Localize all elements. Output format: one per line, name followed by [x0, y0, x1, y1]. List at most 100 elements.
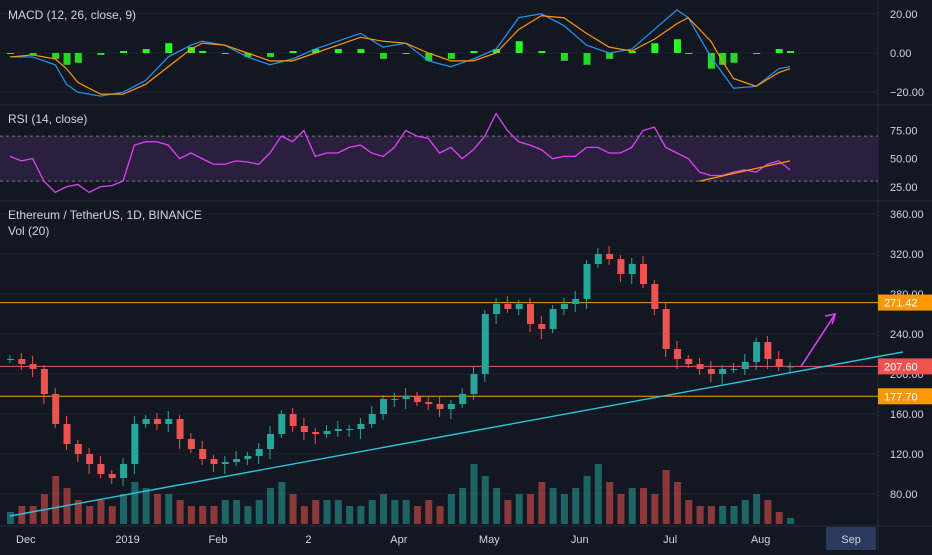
candle [560, 304, 568, 309]
time-tick-label: May [479, 534, 500, 546]
macd-histogram-bar [447, 53, 455, 59]
volume-bar [187, 506, 195, 524]
candle [289, 414, 297, 426]
candle [380, 399, 388, 414]
volume-bar [640, 488, 648, 524]
volume-bar [255, 500, 263, 524]
time-axis-highlight [826, 527, 877, 550]
volume-bar [753, 494, 761, 524]
time-tick-label: Dec [16, 534, 36, 546]
volume-bar [29, 506, 37, 524]
price-tick-label: 120.00 [890, 449, 924, 461]
volume-bar [120, 494, 128, 524]
candle [199, 449, 207, 459]
candle [527, 304, 534, 324]
volume-bar [74, 500, 82, 524]
volume-bar [459, 488, 467, 524]
candle [651, 284, 659, 309]
volume-bar [436, 506, 444, 524]
candle [255, 449, 263, 456]
time-tick-label: Feb [209, 534, 228, 546]
macd-histogram-bar [289, 51, 297, 53]
volume-bar [267, 488, 274, 524]
macd-histogram-bar [583, 53, 591, 65]
rsi-line [9, 112, 791, 194]
volume-bar [425, 500, 433, 524]
volume-bar [787, 518, 794, 524]
candle [459, 394, 467, 404]
volume-bar [447, 494, 455, 524]
macd-histogram-bar [538, 51, 546, 53]
macd-histogram-bar [515, 41, 523, 53]
macd-histogram-bar [52, 53, 60, 59]
macd-histogram-bar [244, 53, 252, 57]
candle [267, 434, 274, 449]
candle [29, 364, 37, 369]
candle [176, 419, 184, 439]
macd-histogram-bar [753, 53, 761, 54]
candle [628, 264, 636, 274]
macd-histogram-bar [787, 51, 794, 53]
price-tick-label: 240.00 [890, 329, 924, 341]
volume-bar [108, 506, 116, 524]
volume-bar [199, 506, 207, 524]
macd-histogram-bar [775, 49, 783, 53]
macd-histogram-bar [470, 51, 478, 53]
candle [696, 364, 704, 369]
macd-histogram-bar [606, 53, 614, 59]
time-tick-label: Apr [390, 534, 407, 546]
rsi-tick-label: 50.00 [890, 154, 918, 166]
volume-bar [142, 488, 150, 524]
candle [504, 304, 512, 309]
rsi-band [0, 136, 878, 182]
macd-histogram-bar [380, 53, 388, 59]
candle [764, 342, 772, 359]
volume-bar [651, 494, 659, 524]
candle [334, 429, 342, 431]
volume-bar [662, 470, 670, 524]
price-level-label: 177.70 [884, 391, 918, 403]
price-tick-label: 320.00 [890, 249, 924, 261]
candle [7, 359, 14, 360]
volume-bar [165, 494, 173, 524]
candle [153, 419, 161, 424]
volume-bar [7, 512, 14, 524]
candle [583, 264, 591, 299]
candle [74, 444, 82, 454]
volume-bar [312, 500, 320, 524]
candle [707, 369, 715, 374]
macd-histogram-bar [673, 39, 681, 53]
price-tick-label: 160.00 [890, 409, 924, 421]
candle [515, 304, 523, 309]
candle [617, 259, 625, 274]
macd-histogram-bar [402, 53, 410, 54]
candle [606, 254, 614, 259]
candle [493, 304, 501, 314]
macd-title: MACD (12, 26, close, 9) [8, 8, 137, 22]
macd-tick-label: 20.00 [890, 9, 918, 21]
candle [741, 362, 749, 369]
volume-bar [560, 494, 568, 524]
candle [538, 324, 546, 329]
volume-bar [334, 500, 342, 524]
candle [40, 369, 48, 394]
macd-histogram-bar [97, 53, 105, 55]
macd-histogram-bar [493, 49, 501, 53]
candle [278, 414, 286, 434]
candle [572, 299, 580, 304]
macd-histogram-bar [221, 53, 229, 54]
candle [753, 342, 761, 362]
volume-bar [572, 488, 580, 524]
macd-histogram-bar [685, 53, 693, 54]
macd-histogram-bar [267, 53, 274, 57]
candle [549, 309, 557, 329]
rsi-tick-label: 75.00 [890, 126, 918, 138]
support-trendline [9, 351, 904, 517]
volume-bar [515, 494, 523, 524]
volume-bar [730, 506, 738, 524]
volume-bar [673, 482, 681, 524]
price-tick-label: 80.00 [890, 489, 918, 501]
volume-bar [685, 500, 693, 524]
